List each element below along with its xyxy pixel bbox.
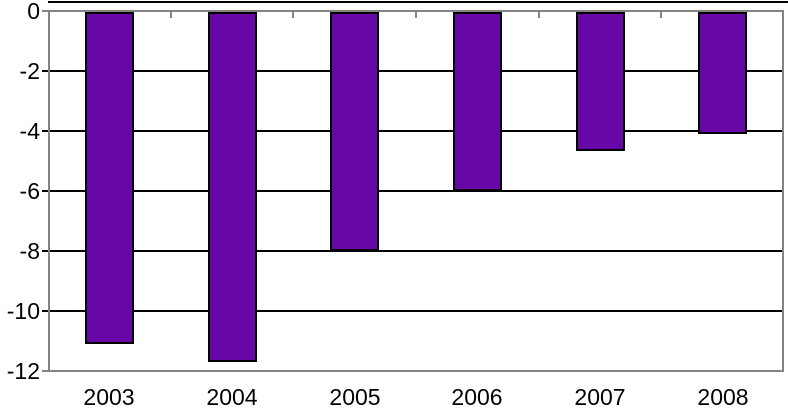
plot-left-border [48, 11, 50, 371]
x-tick-label-2008: 2008 [697, 384, 749, 410]
plot-right-border [782, 11, 784, 371]
y-tick-label--4: -4 [19, 118, 40, 144]
chart-top-border [48, 1, 788, 3]
bar-2006 [453, 12, 502, 191]
y-tick-label--8: -8 [19, 238, 40, 264]
y-tick-label--6: -6 [19, 178, 40, 204]
gridline--2 [42, 70, 784, 72]
bar-2005 [330, 12, 379, 251]
category-tick [292, 11, 294, 18]
y-tick-label--10: -10 [6, 298, 40, 324]
plot-bottom-border [42, 370, 784, 372]
bar-2004 [208, 12, 257, 362]
bar-2007 [576, 12, 625, 151]
x-tick-label-2006: 2006 [451, 384, 503, 410]
bar-2008 [698, 12, 747, 134]
bar-2003 [85, 12, 134, 344]
x-tick-label-2004: 2004 [206, 384, 258, 410]
category-tick [538, 11, 540, 18]
gridline--6 [42, 190, 784, 192]
zero-axis-line [42, 10, 784, 12]
x-tick-label-2003: 2003 [83, 384, 135, 410]
category-tick [415, 11, 417, 18]
y-tick-label--12: -12 [6, 358, 40, 384]
category-tick [170, 11, 172, 18]
gridline--4 [42, 130, 784, 132]
gridline--10 [42, 310, 784, 312]
x-tick-label-2005: 2005 [329, 384, 381, 410]
gridline--8 [42, 250, 784, 252]
y-tick-label--2: -2 [19, 58, 40, 84]
y-tick-label-0: 0 [27, 0, 40, 24]
category-tick [660, 11, 662, 18]
x-tick-label-2007: 2007 [574, 384, 626, 410]
